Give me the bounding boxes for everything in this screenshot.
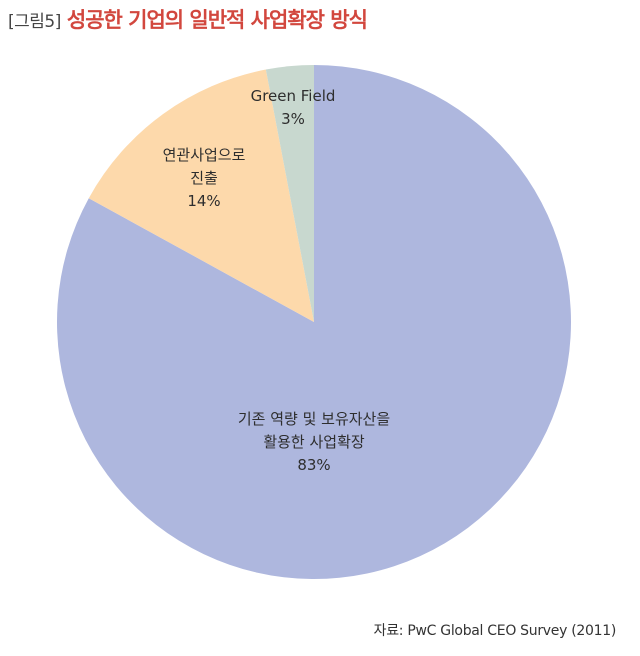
pie-slice-2: [265, 64, 314, 322]
chart-title: 성공한 기업의 일반적 사업확장 방식: [66, 8, 368, 32]
chart-header: [그림5] 성공한 기업의 일반적 사업확장 방식: [8, 4, 368, 34]
source-note: 자료: PwC Global CEO Survey (2011): [373, 623, 617, 639]
slice-value-label-2: 3%: [281, 110, 305, 128]
slice-category-label-1: 진출: [190, 169, 218, 187]
slice-value-label-0: 83%: [297, 456, 330, 474]
slice-category-label-1: 연관사업으로: [163, 146, 246, 164]
slice-category-label-0: 기존 역량 및 보유자산을: [238, 410, 390, 428]
figure-number: [그림5]: [8, 12, 61, 32]
slice-category-label-0: 활용한 사업확장: [263, 433, 365, 451]
slice-category-label-2: Green Field: [251, 87, 336, 105]
slice-value-label-1: 14%: [187, 192, 220, 210]
pie-slice-1: [88, 69, 314, 322]
pie-slice-0: [57, 65, 572, 579]
